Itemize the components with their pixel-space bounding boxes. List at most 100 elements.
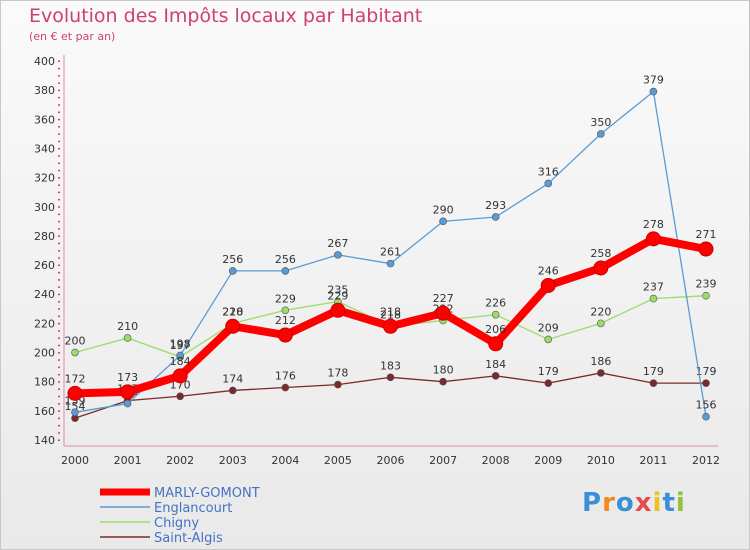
y-tick-label: 340 bbox=[34, 142, 55, 155]
data-label-saint-algis: 154 bbox=[65, 400, 86, 413]
data-point-englancourt bbox=[702, 412, 710, 421]
y-minor-tick bbox=[58, 264, 60, 267]
x-tick-label: 2011 bbox=[639, 454, 667, 467]
data-label-marly-gomont: 271 bbox=[696, 228, 717, 241]
y-minor-tick bbox=[58, 162, 60, 165]
y-tick-label: 320 bbox=[34, 172, 55, 185]
y-minor-tick bbox=[58, 111, 60, 114]
data-label-saint-algis: 179 bbox=[696, 365, 717, 378]
y-minor-tick bbox=[58, 169, 60, 172]
data-point-marly-gomont bbox=[277, 327, 293, 343]
y-tick-label: 260 bbox=[34, 259, 55, 272]
data-label-englancourt: 379 bbox=[643, 74, 664, 87]
y-tick-label: 220 bbox=[34, 317, 55, 330]
y-minor-tick bbox=[58, 359, 60, 361]
y-minor-tick bbox=[58, 344, 60, 347]
data-label-marly-gomont: 212 bbox=[275, 314, 296, 327]
x-tick-label: 2006 bbox=[377, 454, 405, 467]
y-minor-tick bbox=[58, 60, 60, 62]
y-minor-tick bbox=[58, 220, 60, 223]
data-point-marly-gomont bbox=[330, 302, 346, 318]
data-label-marly-gomont: 206 bbox=[485, 323, 506, 336]
data-point-marly-gomont bbox=[645, 231, 661, 247]
y-minor-tick bbox=[58, 373, 60, 376]
x-tick-label: 2001 bbox=[114, 454, 142, 467]
x-tick-label: 2002 bbox=[166, 454, 194, 467]
data-point-englancourt bbox=[597, 130, 605, 138]
data-label-saint-algis: 180 bbox=[433, 364, 454, 377]
data-point-saint-algis bbox=[386, 373, 395, 382]
x-tick-label: 2007 bbox=[429, 454, 457, 467]
data-point-englancourt bbox=[71, 408, 79, 417]
data-point-marly-gomont bbox=[67, 385, 83, 401]
y-minor-tick bbox=[58, 126, 60, 128]
data-point-saint-algis bbox=[176, 392, 184, 401]
data-label-chigny: 210 bbox=[117, 320, 138, 333]
data-label-chigny: 209 bbox=[538, 321, 559, 334]
data-point-englancourt bbox=[491, 213, 500, 221]
data-label-englancourt: 350 bbox=[590, 116, 611, 129]
y-minor-tick bbox=[58, 155, 60, 157]
data-point-englancourt bbox=[544, 179, 553, 188]
data-label-saint-algis: 176 bbox=[275, 370, 296, 383]
y-tick-label: 180 bbox=[34, 376, 55, 389]
data-point-chigny bbox=[123, 334, 132, 342]
data-point-saint-algis bbox=[597, 369, 605, 377]
y-minor-tick bbox=[58, 206, 60, 208]
y-minor-tick bbox=[58, 381, 60, 383]
data-point-marly-gomont bbox=[383, 318, 398, 334]
y-tick-label: 280 bbox=[34, 230, 55, 243]
y-minor-tick bbox=[58, 432, 60, 434]
y-minor-tick bbox=[58, 235, 60, 237]
y-minor-tick bbox=[58, 403, 60, 405]
data-label-marly-gomont: 172 bbox=[65, 372, 86, 385]
y-minor-tick bbox=[58, 242, 60, 245]
data-point-englancourt bbox=[334, 251, 342, 259]
y-minor-tick bbox=[58, 140, 60, 143]
data-point-marly-gomont bbox=[698, 241, 714, 257]
y-tick-label: 300 bbox=[34, 201, 55, 214]
y-minor-tick bbox=[58, 439, 60, 441]
y-tick-label: 400 bbox=[34, 55, 55, 68]
logo-letter: i bbox=[652, 488, 663, 518]
data-label-chigny: 235 bbox=[327, 284, 348, 297]
data-label-englancourt: 267 bbox=[327, 237, 348, 250]
proxiti-logo: Proxiti bbox=[582, 488, 686, 518]
data-point-chigny bbox=[544, 335, 553, 344]
y-tick-label: 140 bbox=[34, 434, 55, 447]
y-tick-label: 160 bbox=[34, 405, 55, 418]
y-minor-tick bbox=[58, 271, 60, 274]
data-label-marly-gomont: 229 bbox=[327, 289, 348, 302]
x-tick-label: 2010 bbox=[587, 454, 615, 467]
y-minor-tick bbox=[58, 67, 60, 70]
data-label-chigny: 237 bbox=[643, 281, 664, 294]
data-point-marly-gomont bbox=[540, 277, 556, 293]
data-label-saint-algis: 174 bbox=[222, 372, 243, 385]
x-tick-label: 2003 bbox=[219, 454, 247, 467]
data-point-englancourt bbox=[228, 267, 237, 275]
y-minor-tick bbox=[58, 279, 60, 281]
data-point-marly-gomont bbox=[488, 336, 504, 352]
logo-letter: o bbox=[615, 488, 635, 518]
data-point-chigny bbox=[491, 310, 500, 319]
data-label-saint-algis: 178 bbox=[327, 367, 348, 380]
data-point-saint-algis bbox=[334, 380, 342, 389]
data-label-englancourt: 156 bbox=[696, 399, 717, 412]
data-label-marly-gomont: 278 bbox=[643, 218, 664, 231]
y-minor-tick bbox=[58, 424, 60, 427]
y-minor-tick bbox=[58, 147, 60, 150]
data-point-saint-algis bbox=[649, 379, 658, 387]
y-minor-tick bbox=[58, 293, 60, 296]
data-point-saint-algis bbox=[491, 372, 500, 380]
x-tick-label: 2009 bbox=[534, 454, 562, 467]
data-label-englancourt: 290 bbox=[433, 203, 454, 216]
series-saint-algis: 154167170174176178183180184179186179179 bbox=[65, 355, 717, 422]
y-minor-tick bbox=[58, 198, 60, 201]
data-label-englancourt: 261 bbox=[380, 246, 401, 259]
data-label-marly-gomont: 184 bbox=[170, 355, 191, 368]
data-point-englancourt bbox=[439, 217, 447, 226]
data-label-chigny: 200 bbox=[65, 335, 86, 348]
data-label-marly-gomont: 218 bbox=[380, 305, 401, 318]
y-minor-tick bbox=[58, 96, 60, 99]
